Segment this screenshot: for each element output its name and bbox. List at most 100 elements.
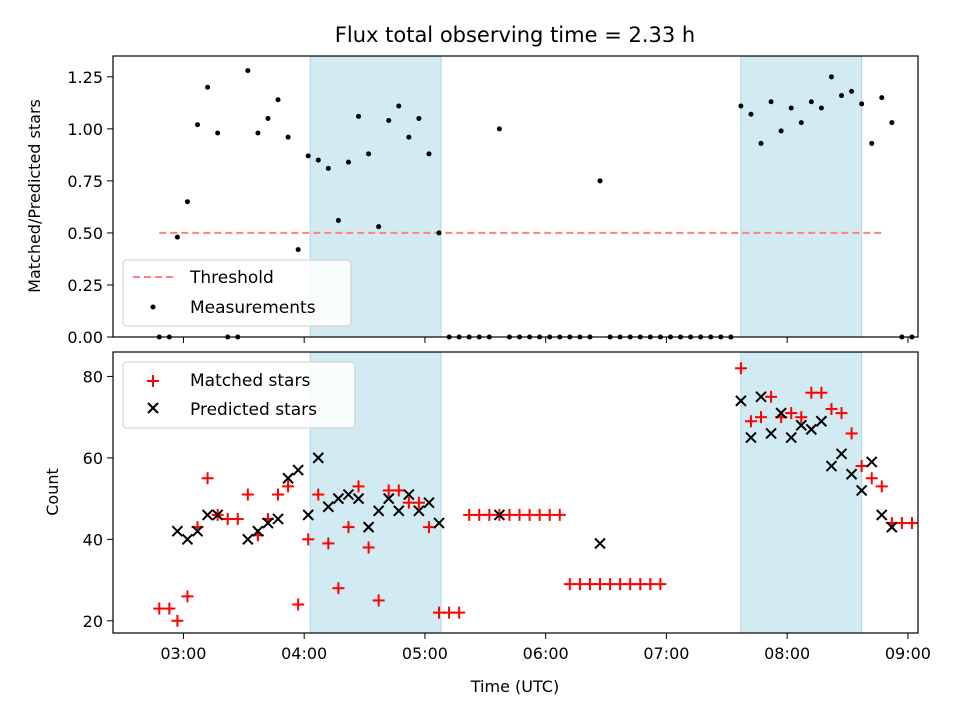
matched-point-63: [855, 460, 868, 473]
matched-point-18: [332, 582, 345, 595]
matched-point-54: [765, 390, 778, 403]
matched-point-56: [785, 407, 798, 420]
matched-point-58: [805, 386, 818, 399]
measurement-point-66: [818, 105, 824, 111]
predicted-point-29: [755, 391, 767, 403]
predicted-point-42: [886, 521, 898, 533]
matched-point-0: [153, 602, 166, 615]
predicted-point-25: [493, 509, 506, 521]
y-tick-label-4: 1.00: [67, 120, 103, 139]
measurement-point-22: [376, 224, 382, 230]
measurement-point-59: [748, 111, 754, 117]
matched-point-29: [443, 606, 456, 619]
matched-point-12: [272, 488, 285, 501]
y-tick-label-2: 0.50: [67, 224, 103, 243]
matched-point-19: [342, 521, 355, 534]
legend-measurements-swatch: [150, 304, 156, 310]
measurement-point-9: [245, 68, 251, 74]
matched-point-3: [181, 590, 194, 603]
measurement-point-16: [315, 157, 321, 163]
matched-point-7: [221, 512, 234, 525]
matched-point-60: [825, 403, 838, 416]
y-tick-label-1: 40: [83, 530, 103, 549]
matched-point-2: [171, 614, 184, 627]
matched-point-47: [624, 578, 637, 591]
measurement-point-20: [356, 113, 362, 119]
predicted-point-0: [171, 525, 184, 537]
bottom-legend: Matched stars Predicted stars: [122, 361, 356, 429]
predicted-point-21: [403, 488, 415, 501]
legend-threshold-label: Threshold: [189, 268, 274, 288]
predicted-point-12: [312, 452, 324, 464]
y-tick-label-3: 0.75: [67, 172, 103, 191]
measurement-point-18: [335, 217, 341, 223]
matched-point-21: [362, 541, 375, 554]
y-tick-label-0: 20: [83, 612, 103, 631]
measurement-point-5: [205, 84, 211, 90]
legend-matched-label: Matched stars: [190, 371, 310, 391]
predicted-point-22: [413, 505, 425, 517]
measurement-point-61: [768, 99, 774, 105]
predicted-point-39: [855, 484, 868, 497]
matched-point-9: [241, 488, 254, 501]
y-tick-label-3: 80: [83, 367, 103, 386]
predicted-point-27: [735, 395, 747, 407]
measurement-point-6: [215, 130, 221, 136]
matched-point-68: [905, 517, 918, 530]
matched-point-35: [503, 508, 516, 521]
predicted-point-35: [815, 415, 828, 427]
matched-point-13: [282, 480, 295, 493]
measurement-point-2: [174, 234, 180, 240]
top-axes-frame: [112, 55, 919, 338]
predicted-point-31: [775, 407, 787, 419]
matched-point-51: [734, 362, 747, 375]
matched-point-14: [292, 598, 305, 611]
predicted-point-5: [242, 533, 254, 546]
predicted-point-4: [211, 509, 224, 521]
predicted-point-20: [393, 505, 405, 517]
predicted-point-36: [825, 460, 838, 472]
measurement-point-15: [305, 153, 311, 159]
x-tick-label-5: 08:00: [764, 644, 810, 663]
matched-point-57: [795, 411, 808, 424]
measurement-point-64: [798, 120, 804, 126]
measurement-point-68: [839, 93, 845, 99]
matched-point-46: [614, 578, 627, 591]
measurement-point-21: [366, 151, 372, 157]
chart-title: Flux total observing time = 2.33 h: [335, 23, 695, 47]
predicted-point-33: [795, 419, 807, 432]
predicted-point-2: [191, 525, 204, 537]
measurement-point-25: [406, 134, 412, 140]
predicted-stars-points: [171, 391, 898, 550]
matched-point-27: [422, 521, 435, 534]
x-tick-label-3: 06:00: [523, 644, 569, 663]
matched-point-61: [835, 407, 848, 420]
predicted-point-18: [372, 505, 385, 517]
measurement-point-44: [597, 178, 603, 184]
matched-point-42: [573, 578, 586, 591]
bottom-x-ticks: 03:00 04:00 05:00 06:00 07:00 08:00 09:00: [160, 633, 931, 663]
legend-matched-swatch: [147, 375, 159, 387]
y-tick-label-2: 60: [83, 449, 103, 468]
measurement-point-65: [808, 99, 814, 105]
measurement-point-27: [426, 151, 432, 157]
top-y-ticks: 0.00 0.25 0.50 0.75 1.00 1.25: [67, 68, 113, 347]
matched-point-32: [473, 508, 486, 521]
measurement-point-23: [386, 118, 392, 124]
matched-point-41: [563, 578, 576, 591]
x-tick-label-1: 04:00: [281, 644, 327, 663]
matched-point-64: [865, 472, 878, 485]
top-shaded-regions: [309, 55, 863, 338]
predicted-point-40: [866, 456, 878, 468]
matched-point-30: [453, 606, 466, 619]
measurement-point-13: [285, 134, 291, 140]
predicted-point-16: [352, 492, 365, 505]
matched-point-28: [433, 606, 446, 619]
measurement-point-70: [859, 101, 865, 107]
measurement-point-24: [396, 103, 402, 109]
predicted-point-32: [785, 431, 797, 444]
matched-point-25: [402, 496, 415, 509]
matched-point-49: [644, 578, 657, 591]
measurement-point-72: [879, 95, 885, 101]
